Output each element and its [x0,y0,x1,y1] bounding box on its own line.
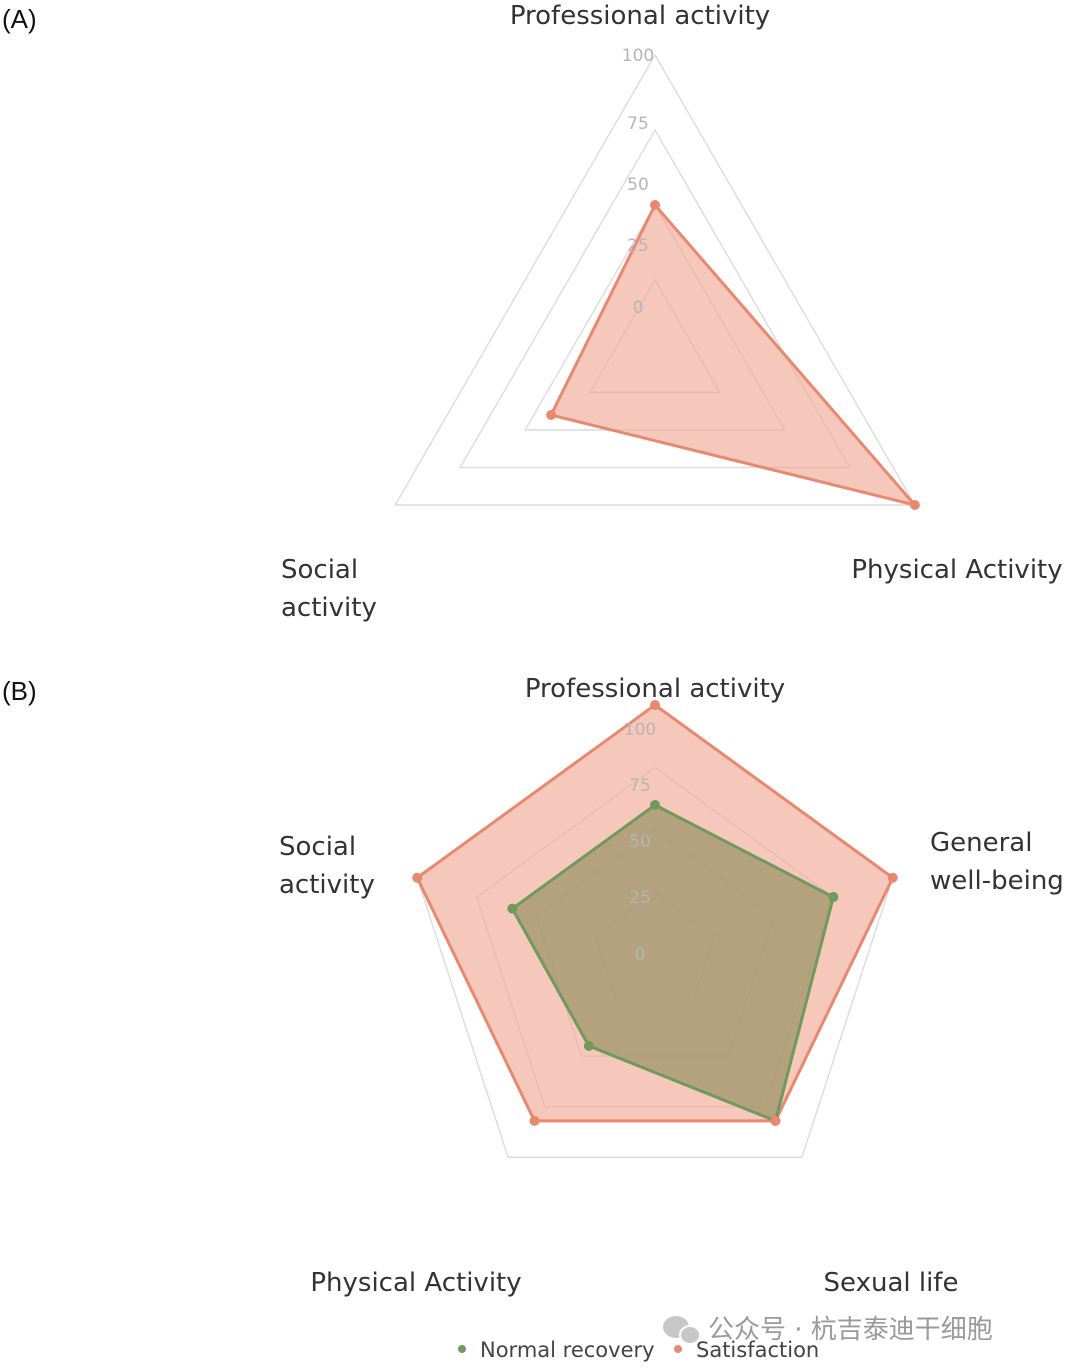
tick-label-0: 0 [635,945,646,965]
tick-label-25: 25 [627,236,649,256]
data-point-satisfaction-sexual-life [770,1115,781,1126]
legend-marker-satisfaction [674,1345,682,1353]
axis-label-social-activity: Social activity [281,555,377,623]
axis-label-physical-activity: Physical Activity [310,1268,521,1298]
data-point-normal-recovery-professional-activity [650,800,660,810]
axis-label-professional-activity: Professional activity [510,1,770,31]
tick-label-75: 75 [627,114,649,134]
data-point-normal-recovery-physical-activity [583,1041,594,1052]
data-point-satisfaction-professional-activity [650,700,660,710]
legend: Normal recovery Satisfaction [458,1338,819,1362]
axis-label-sexual-life: Sexual life [824,1268,959,1298]
data-point-series-0-professional-activity [650,200,660,210]
series-area-series-0 [548,202,920,508]
data-point-satisfaction-social-activity [412,872,423,883]
tick-label-50: 50 [627,175,649,195]
axis-label-general-well-being: General well-being [930,828,1064,896]
watermark-text: 公众号 · 杭吉泰迪干细胞 [708,1315,993,1345]
tick-label-25: 25 [629,888,651,908]
radar-chart-a: (A) 0 25 50 75 100 Professional activity Physi… [2,1,1063,623]
series-area-normal-recovery [510,803,836,1123]
tick-label-100: 100 [622,46,654,66]
legend-label-satisfaction: Satisfaction [696,1338,819,1362]
data-point-series-0-social-activity [546,410,557,420]
tick-label-0: 0 [633,298,644,318]
data-point-satisfaction-physical-activity [529,1115,540,1126]
tick-label-100: 100 [624,720,656,740]
grid-ring-100 [393,53,917,506]
axis-label-social-activity: Social activity [279,832,375,900]
data-point-normal-recovery-social-activity [507,903,518,914]
grid-ring-75 [458,128,852,469]
watermark: 公众号 · 杭吉泰迪干细胞 [663,1315,993,1345]
data-point-satisfaction-general-well-being [887,872,898,883]
panel-label-a: (A) [2,4,37,34]
tick-label-75: 75 [629,776,651,796]
wechat-icon [663,1316,701,1345]
tick-label-50: 50 [629,832,651,852]
axis-label-professional-activity: Professional activity [525,674,785,704]
legend-marker-normal-recovery [458,1345,466,1353]
radar-chart-b: (B) 0 25 50 75 100 Professional activity Gener… [2,674,1064,1298]
panel-label-b: (B) [2,676,37,706]
legend-label-normal-recovery: Normal recovery [480,1338,655,1362]
axis-label-physical-activity: Physical Activity [851,555,1062,585]
data-point-series-0-physical-activity [909,500,920,510]
data-point-normal-recovery-general-well-being [828,892,839,903]
